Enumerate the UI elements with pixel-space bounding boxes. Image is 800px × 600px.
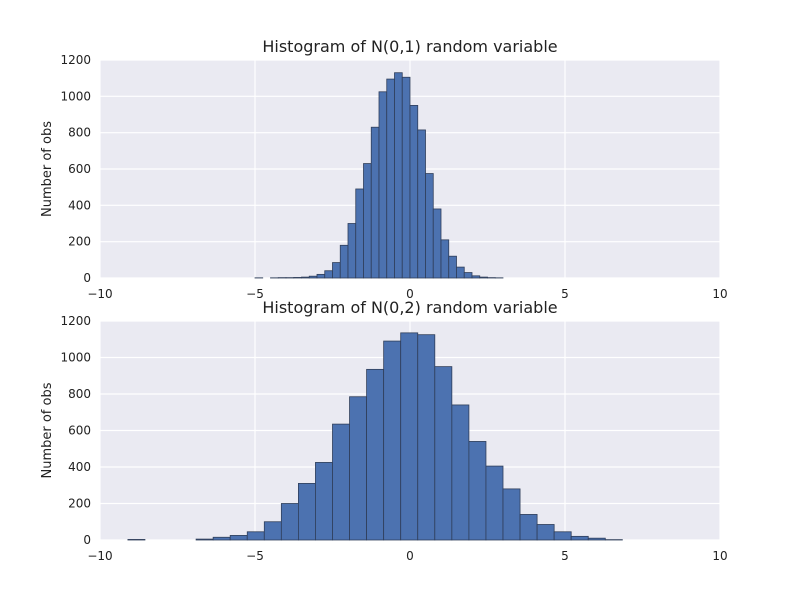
histogram-bar bbox=[386, 78, 395, 279]
y-tick-labels: 0 200 400 600 800 1000 1200 bbox=[60, 53, 91, 285]
histogram-bar bbox=[570, 535, 589, 541]
histogram-bar bbox=[366, 368, 385, 541]
histogram-bar bbox=[463, 272, 473, 279]
histogram-bar bbox=[401, 76, 411, 279]
histogram-bar bbox=[355, 188, 364, 279]
y-tick-label: 600 bbox=[68, 424, 91, 438]
histogram-bar bbox=[553, 531, 572, 541]
histogram-bar bbox=[451, 404, 470, 541]
y-tick-label: 0 bbox=[83, 533, 91, 547]
histogram-bar bbox=[339, 244, 349, 279]
y-tick-labels: 0 200 400 600 800 1000 1200 bbox=[60, 314, 91, 547]
bars bbox=[127, 332, 623, 541]
histogram-bar bbox=[347, 223, 357, 279]
histogram-top: 0 200 400 600 800 1000 1200 −10 −5 0 5 10 Number o… bbox=[40, 37, 728, 301]
y-tick-label: 1000 bbox=[60, 89, 91, 103]
y-tick-label: 200 bbox=[68, 235, 91, 249]
histogram-bar bbox=[383, 340, 402, 541]
histogram-bar bbox=[127, 539, 146, 541]
histogram-bar bbox=[502, 488, 521, 541]
x-tick-label: −10 bbox=[87, 287, 112, 301]
histogram-bar bbox=[587, 537, 606, 541]
histogram-bar bbox=[378, 91, 388, 279]
x-tick-label: 0 bbox=[406, 287, 414, 301]
x-tick-label: 5 bbox=[561, 549, 569, 563]
x-tick-labels: −10 −5 0 5 10 bbox=[87, 287, 727, 301]
y-tick-label: 200 bbox=[68, 497, 91, 511]
y-tick-label: 400 bbox=[68, 198, 91, 212]
y-tick-label: 800 bbox=[68, 126, 91, 140]
histogram-bar bbox=[409, 105, 419, 279]
histogram-bar bbox=[456, 266, 465, 279]
y-tick-label: 0 bbox=[83, 271, 91, 285]
histogram-bar bbox=[293, 277, 302, 279]
histogram-bar bbox=[332, 423, 350, 541]
y-axis-label: Number of obs bbox=[40, 382, 55, 478]
histogram-bar bbox=[229, 535, 248, 541]
y-tick-label: 400 bbox=[68, 460, 91, 474]
x-tick-label: −10 bbox=[87, 549, 112, 563]
histogram-bar bbox=[301, 276, 310, 279]
bars bbox=[254, 72, 504, 279]
histogram-bar bbox=[263, 521, 282, 541]
y-tick-label: 1200 bbox=[60, 53, 91, 67]
histogram-bar bbox=[363, 163, 372, 279]
histogram-bar bbox=[434, 366, 453, 541]
histogram-bar bbox=[195, 538, 214, 541]
histogram-bar bbox=[324, 270, 333, 279]
histogram-bar bbox=[440, 239, 450, 279]
histogram-bar bbox=[370, 126, 380, 279]
histogram-bar bbox=[297, 483, 316, 541]
x-tick-label: 10 bbox=[712, 287, 727, 301]
y-tick-label: 600 bbox=[68, 162, 91, 176]
histogram-bar bbox=[280, 503, 299, 541]
histogram-bar bbox=[432, 208, 442, 279]
histogram-bar bbox=[471, 275, 481, 279]
histogram-bar bbox=[316, 273, 326, 279]
x-tick-labels: −10 −5 0 5 10 bbox=[87, 549, 727, 563]
x-tick-label: −5 bbox=[246, 287, 264, 301]
histogram-bar bbox=[448, 255, 457, 279]
chart-title: Histogram of N(0,1) random variable bbox=[262, 37, 557, 56]
histogram-bar bbox=[332, 262, 341, 279]
histogram-bar bbox=[468, 441, 487, 541]
histogram-bar bbox=[308, 275, 318, 279]
y-tick-label: 800 bbox=[68, 387, 91, 401]
histogram-bar bbox=[519, 514, 538, 541]
histogram-bar bbox=[394, 72, 403, 279]
histogram-bar bbox=[315, 462, 333, 541]
histogram-bar bbox=[479, 276, 488, 279]
histogram-bar bbox=[536, 524, 555, 541]
x-tick-label: 0 bbox=[406, 549, 414, 563]
histogram-bar bbox=[400, 332, 419, 541]
y-axis-label: Number of obs bbox=[40, 121, 55, 217]
y-tick-label: 1000 bbox=[60, 351, 91, 365]
histogram-bar bbox=[425, 173, 434, 279]
x-tick-label: −5 bbox=[246, 549, 264, 563]
histogram-bottom: 0 200 400 600 800 1000 1200 −10 −5 0 5 10 Number o… bbox=[40, 298, 728, 563]
histogram-bar bbox=[246, 531, 265, 541]
histogram-bar bbox=[417, 334, 436, 541]
y-tick-label: 1200 bbox=[60, 314, 91, 328]
chart-title: Histogram of N(0,2) random variable bbox=[262, 298, 557, 317]
histogram-bar bbox=[349, 396, 367, 541]
x-tick-label: 5 bbox=[561, 287, 569, 301]
histogram-bar bbox=[212, 536, 231, 541]
histogram-bar bbox=[485, 465, 504, 541]
histogram-bar bbox=[417, 129, 426, 279]
x-tick-label: 10 bbox=[712, 549, 727, 563]
